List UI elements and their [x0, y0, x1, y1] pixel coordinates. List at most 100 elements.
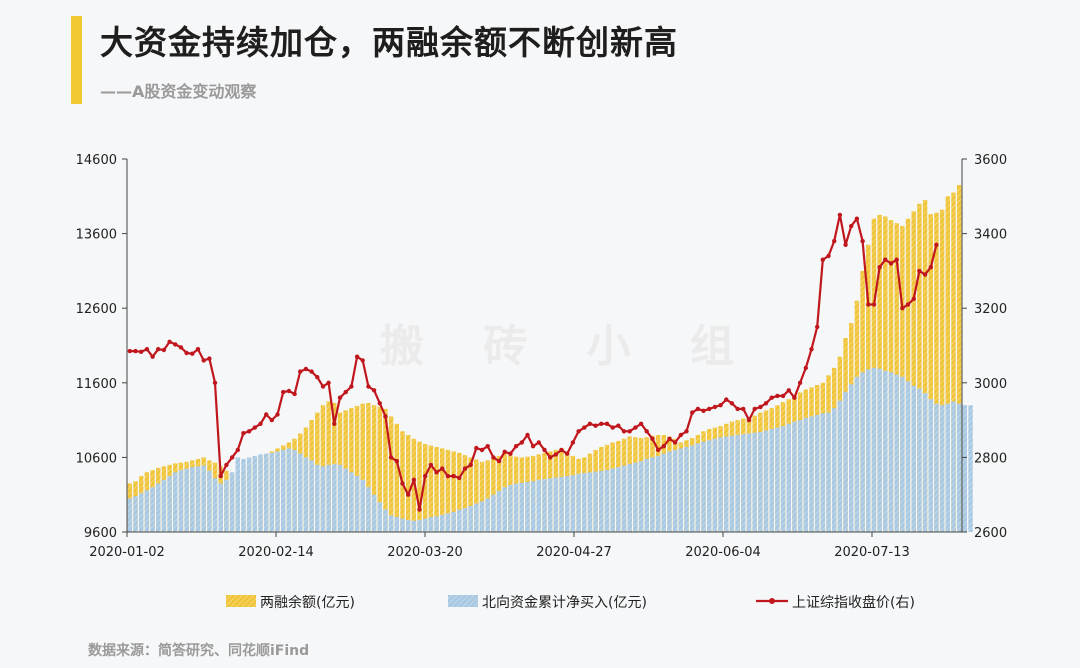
index-point	[911, 296, 916, 302]
index-point	[229, 455, 235, 460]
northbound-bar	[167, 476, 172, 532]
index-point	[212, 380, 218, 385]
northbound-bar	[320, 466, 326, 532]
index-point	[542, 447, 547, 453]
index-point	[354, 354, 360, 359]
index-point	[786, 388, 791, 393]
northbound-bar	[178, 470, 184, 532]
index-point	[451, 473, 456, 479]
index-point	[303, 366, 309, 372]
northbound-bar	[201, 465, 206, 532]
northbound-bar	[621, 465, 627, 532]
northbound-bar	[411, 520, 417, 532]
northbound-bar	[644, 458, 649, 532]
northbound-bar	[292, 449, 297, 532]
northbound-bar	[542, 479, 547, 532]
index-point	[491, 455, 496, 460]
northbound-bar	[457, 509, 462, 532]
northbound-bar	[877, 368, 882, 532]
northbound-bar	[633, 462, 638, 532]
page-subtitle: ——A股资金变动观察	[100, 82, 257, 101]
northbound-bar	[326, 464, 331, 532]
margin-balance-bar	[377, 406, 382, 532]
index-point	[513, 444, 519, 449]
right-tick-label: 3200	[974, 302, 1007, 317]
northbound-bar	[366, 487, 371, 532]
northbound-bar	[502, 487, 507, 532]
index-point	[133, 348, 138, 354]
index-point	[758, 404, 763, 410]
margin-balance-bar	[394, 423, 400, 532]
margin-balance-bar	[934, 212, 939, 532]
northbound-bar	[735, 435, 740, 532]
index-point	[763, 401, 769, 406]
northbound-bar	[775, 427, 780, 532]
northbound-bar	[729, 435, 735, 532]
northbound-bar	[258, 454, 263, 532]
northbound-bar	[769, 429, 774, 532]
index-point	[610, 425, 615, 430]
northbound-bar	[405, 520, 411, 532]
northbound-bar	[741, 434, 746, 532]
northbound-bar	[315, 464, 320, 532]
northbound-bar	[383, 509, 388, 532]
x-tick-label: 2020-02-14	[238, 545, 314, 560]
northbound-bar	[190, 467, 195, 532]
index-point	[644, 429, 649, 434]
index-point	[468, 462, 473, 468]
index-point	[934, 242, 939, 247]
margin-balance-bar	[905, 218, 911, 532]
northbound-bar	[332, 464, 337, 532]
index-point	[377, 401, 382, 406]
northbound-bar	[468, 505, 473, 532]
northbound-bar	[576, 473, 581, 532]
index-point	[235, 447, 240, 453]
index-point	[775, 393, 780, 399]
index-point	[877, 265, 882, 270]
x-tick-label: 2020-03-20	[387, 545, 463, 560]
northbound-bar	[275, 451, 280, 532]
index-point	[746, 417, 752, 423]
northbound-bar	[763, 430, 769, 532]
index-point	[701, 408, 706, 413]
northbound-bar	[371, 494, 377, 532]
right-tick-label: 3600	[974, 153, 1007, 168]
index-point	[337, 395, 343, 400]
northbound-bar	[962, 405, 968, 532]
index-point	[315, 375, 320, 380]
index-point	[661, 444, 666, 449]
index-point	[536, 440, 541, 445]
northbound-bar	[241, 458, 246, 532]
northbound-bar	[831, 408, 837, 532]
northbound-bar	[536, 479, 542, 532]
northbound-bar	[820, 413, 826, 532]
northbound-bar	[349, 472, 354, 532]
northbound-bar	[780, 426, 786, 532]
northbound-bar	[900, 376, 905, 532]
index-point	[269, 417, 274, 423]
margin-balance-bar	[956, 185, 962, 533]
northbound-bar	[508, 485, 513, 532]
northbound-bar	[530, 481, 536, 532]
index-point	[570, 440, 576, 445]
northbound-bar	[746, 433, 752, 532]
x-tick-label: 2020-07-13	[834, 545, 910, 560]
legend-swatch-index-marker	[769, 598, 775, 604]
page-title: 大资金持续加仓，两融余额不断创新高	[100, 23, 678, 62]
northbound-bar	[207, 470, 212, 532]
right-tick-label: 3400	[974, 228, 1007, 243]
index-point	[479, 447, 485, 453]
index-point	[462, 466, 468, 471]
index-point	[843, 242, 848, 247]
index-point	[508, 451, 513, 456]
northbound-bar	[280, 449, 286, 532]
northbound-bar	[610, 468, 615, 532]
index-point	[434, 470, 439, 475]
watermark-text: 搬 砖 小 组	[380, 321, 756, 372]
margin-balance-bar	[451, 451, 456, 532]
margin-balance-bar	[417, 441, 422, 532]
northbound-bar	[638, 461, 644, 532]
index-point	[922, 272, 928, 277]
index-point	[815, 324, 820, 330]
index-point	[860, 238, 865, 244]
